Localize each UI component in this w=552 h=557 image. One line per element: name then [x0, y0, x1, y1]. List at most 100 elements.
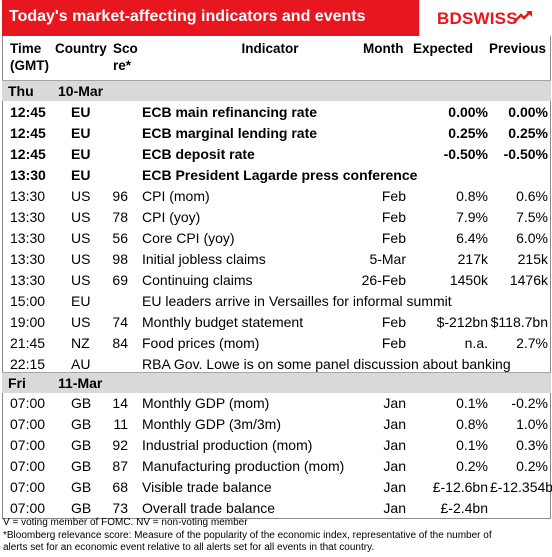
country-cell: US: [71, 230, 91, 246]
day-separator-fri: Fri 11-Mar: [2, 372, 551, 393]
indicator-cell: Manufacturing production (mom): [142, 458, 345, 474]
footer-note-score-1: *Bloomberg relevance score: Measure of t…: [3, 530, 492, 541]
score-cell: 73: [112, 500, 128, 516]
country-cell: US: [71, 272, 91, 288]
col-score-line1: Sco: [113, 41, 138, 56]
time-cell: 07:00: [10, 458, 46, 474]
table-row: 13:30 US 56 Core CPI (yoy) Feb 6.4% 6.0%: [2, 228, 551, 249]
indicator-cell: ECB President Lagarde press conference: [142, 167, 418, 183]
indicator-cell: CPI (mom): [142, 188, 210, 204]
day-label: Fri: [8, 375, 26, 391]
indicator-cell: EU leaders arrive in Versailles for info…: [142, 293, 452, 309]
time-cell: 12:45: [10, 104, 46, 120]
previous-cell: £-12.354bn: [490, 479, 552, 495]
table-row: 07:00 GB 14 Monthly GDP (mom) Jan 0.1% -0.2%: [2, 393, 551, 414]
score-cell: 87: [112, 458, 128, 474]
month-cell: Feb: [381, 230, 406, 246]
country-cell: US: [71, 188, 91, 204]
table-row: 13:30 US 69 Continuing claims 26-Feb 1450k 147…: [2, 270, 551, 291]
score-cell: 78: [112, 209, 128, 225]
table-row: 13:30 EU ECB President Lagarde press confe…: [2, 165, 551, 186]
month-cell: Jan: [383, 500, 406, 516]
indicator-cell: ECB marginal lending rate: [142, 125, 318, 141]
time-cell: 07:00: [10, 437, 46, 453]
expected-cell: 0.8%: [456, 188, 488, 204]
expected-cell: 0.1%: [456, 437, 488, 453]
previous-cell: -0.2%: [511, 395, 548, 411]
month-cell: Jan: [383, 437, 406, 453]
table-row: 12:45 EU ECB marginal lending rate 0.25% 0.2…: [2, 123, 551, 144]
expected-cell: 0.8%: [456, 416, 488, 432]
day-separator-thu: Thu 10-Mar: [2, 80, 551, 101]
month-cell: Jan: [383, 416, 406, 432]
table-row: 12:45 EU ECB main refinancing rate 0.00% 0.0…: [2, 102, 551, 123]
previous-cell: 2.7%: [516, 335, 548, 351]
time-cell: 12:45: [10, 125, 46, 141]
country-cell: NZ: [71, 335, 90, 351]
previous-cell: 6.0%: [516, 230, 548, 246]
indicator-cell: Industrial production (mom): [142, 437, 313, 453]
country-cell: EU: [71, 293, 91, 309]
country-cell: US: [71, 314, 91, 330]
country-cell: EU: [71, 146, 91, 162]
country-cell: GB: [71, 395, 92, 411]
time-cell: 13:30: [10, 188, 46, 204]
table-row: 21:45 NZ 84 Food prices (mom) Feb n.a. 2.7%: [2, 333, 551, 354]
table-row: 13:30 US 98 Initial jobless claims 5-Mar 217k…: [2, 249, 551, 270]
indicator-cell: CPI (yoy): [142, 209, 201, 225]
expected-cell: -0.50%: [443, 146, 488, 162]
footer-note-score-2: alerts set for an economic event relativ…: [3, 542, 375, 553]
score-cell: 84: [112, 335, 128, 351]
month-cell: Jan: [383, 395, 406, 411]
col-time-line2: (GMT): [10, 58, 49, 73]
country-cell: US: [71, 251, 91, 267]
indicator-cell: Monthly GDP (mom): [142, 395, 270, 411]
month-cell: Feb: [381, 188, 406, 204]
table-row: 15:00 EU EU leaders arrive in Versailles f…: [2, 291, 551, 312]
previous-cell: 215k: [517, 251, 548, 267]
logo-arrow-icon: [513, 11, 532, 23]
score-cell: 68: [112, 479, 128, 495]
date-label: 11-Mar: [58, 375, 103, 391]
previous-cell: 0.2%: [516, 458, 548, 474]
indicator-cell: ECB deposit rate: [142, 146, 255, 162]
table-row: 13:30 US 78 CPI (yoy) Feb 7.9% 7.5%: [2, 207, 551, 228]
score-cell: 69: [112, 272, 128, 288]
score-cell: 14: [112, 395, 128, 411]
time-cell: 07:00: [10, 395, 46, 411]
col-previous: Previous: [489, 41, 547, 56]
col-expected: Expected: [413, 41, 474, 56]
indicator-cell: Initial jobless claims: [142, 251, 266, 267]
page-title: Today's market-affecting indicators and …: [9, 8, 366, 25]
indicator-cell: Food prices (mom): [142, 335, 260, 351]
month-cell: Jan: [383, 458, 406, 474]
expected-cell: n.a.: [464, 335, 488, 351]
expected-cell: 0.2%: [456, 458, 488, 474]
country-cell: GB: [71, 458, 92, 474]
country-cell: EU: [71, 125, 91, 141]
time-cell: 13:30: [10, 251, 46, 267]
expected-cell: 217k: [457, 251, 488, 267]
previous-cell: 0.6%: [516, 188, 548, 204]
score-cell: 56: [112, 230, 128, 246]
table-row: 13:30 US 96 CPI (mom) Feb 0.8% 0.6%: [2, 186, 551, 207]
previous-cell: 0.3%: [516, 437, 548, 453]
month-cell: Jan: [383, 479, 406, 495]
day-label: Thu: [8, 83, 34, 99]
time-cell: 19:00: [10, 314, 46, 330]
time-cell: 07:00: [10, 479, 46, 495]
score-cell: 98: [112, 251, 128, 267]
col-country: Country: [55, 41, 107, 56]
country-cell: GB: [71, 416, 92, 432]
country-cell: EU: [71, 104, 91, 120]
previous-cell: 1476k: [509, 272, 548, 288]
expected-cell: 6.4%: [456, 230, 488, 246]
expected-cell: 0.00%: [448, 104, 488, 120]
score-cell: 96: [112, 188, 128, 204]
expected-cell: £-12.6bn: [432, 479, 488, 495]
score-cell: 92: [112, 437, 128, 453]
logo-text: BDSWISS: [437, 9, 518, 28]
time-cell: 21:45: [10, 335, 46, 351]
header-bar: Today's market-affecting indicators and …: [2, 0, 551, 36]
table-row: 07:00 GB 68 Visible trade balance Jan £-12.6b…: [2, 477, 552, 498]
